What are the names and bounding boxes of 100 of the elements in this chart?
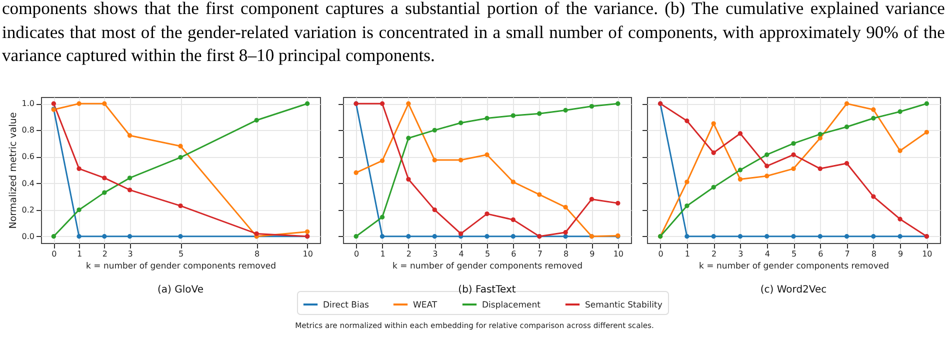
point [178, 155, 183, 160]
point [51, 101, 56, 106]
x-tick-label: 2 [406, 250, 412, 258]
x-tick-label: 5 [484, 250, 490, 258]
point [764, 152, 770, 158]
point [871, 194, 876, 199]
point [510, 180, 516, 184]
point [616, 200, 620, 206]
point [76, 234, 82, 239]
point [406, 176, 411, 182]
point [871, 116, 876, 121]
y-tick-label: 0.0 [22, 232, 34, 241]
y-tick-label: 0.8 [22, 126, 34, 135]
x-tick-label: 9 [590, 250, 595, 258]
point [406, 136, 411, 140]
point [563, 204, 568, 210]
point [924, 101, 930, 106]
point [871, 107, 876, 112]
point [844, 234, 850, 239]
point [764, 174, 770, 178]
point [589, 104, 594, 109]
point [102, 101, 107, 106]
point [178, 144, 183, 148]
point [484, 152, 490, 158]
x-tick-label: 8 [254, 250, 260, 258]
point [178, 203, 183, 208]
point [510, 217, 516, 222]
point [304, 101, 310, 106]
x-tick-label: 3 [738, 250, 744, 258]
legend-label: Direct Bias [323, 300, 370, 310]
point [432, 234, 437, 239]
x-tick-label: 0 [354, 250, 360, 258]
point [432, 158, 437, 162]
x-tick-label: 10 [302, 250, 313, 258]
x-tick-label: 5 [178, 250, 184, 258]
point [380, 158, 385, 164]
y-tick-label: 0.2 [22, 205, 34, 214]
point [791, 152, 796, 158]
point [304, 229, 310, 234]
x-tick-label: 8 [564, 250, 569, 258]
point [818, 132, 822, 137]
point [764, 164, 770, 168]
point [354, 170, 358, 175]
point [791, 141, 796, 146]
point [510, 113, 516, 118]
point [684, 180, 690, 184]
point [484, 116, 490, 121]
point [844, 101, 850, 106]
x-tick-label: 10 [922, 250, 932, 258]
point [537, 111, 542, 116]
point [898, 234, 902, 239]
y-axis-title: Normalized metric value [8, 112, 19, 229]
point [406, 101, 411, 106]
point [616, 101, 620, 106]
point [458, 231, 464, 236]
point [127, 188, 132, 192]
x-tick-label: 4 [764, 250, 770, 258]
point [458, 158, 464, 162]
point [178, 234, 183, 239]
point [458, 120, 464, 126]
y-tick-label: 1.0 [22, 99, 34, 108]
point [844, 124, 850, 130]
point [510, 234, 516, 239]
point [406, 234, 411, 239]
point [354, 234, 358, 239]
point [563, 234, 568, 239]
point [791, 234, 796, 239]
point [711, 234, 716, 239]
x-tick-label: 10 [613, 250, 624, 258]
point [684, 234, 690, 239]
legend-label: WEAT [413, 300, 438, 310]
point [563, 230, 568, 235]
point [254, 231, 259, 236]
point [818, 136, 822, 140]
text: (c) Word2Vec [760, 284, 827, 296]
point [898, 109, 902, 114]
point [871, 234, 876, 239]
point [537, 192, 542, 197]
text: components shows that the first component captures a substantial portion of the variance. (b) The cumulative explained variance indicates that most of the gender-related variation is concentrated in a small number of components, with approximately 90% of the variance captured within the first 8–10 principal components. [2, 0, 945, 67]
x-axis-title: k = number of gender components removed [699, 262, 889, 272]
point [711, 121, 716, 126]
point [432, 207, 437, 212]
x-axis-title: k = number of gender components removed [86, 262, 276, 272]
text: (a) GloVe [158, 284, 204, 296]
point [76, 207, 82, 212]
point [380, 214, 385, 220]
legend-label: Semantic Stability [585, 300, 662, 310]
point [898, 148, 902, 154]
x-axis-title: k = number of gender components removed [392, 262, 582, 272]
x-tick-label: 8 [871, 250, 876, 258]
point [127, 133, 132, 138]
x-tick-label: 7 [844, 250, 850, 258]
point [484, 234, 490, 239]
x-tick-label: 9 [898, 250, 904, 258]
y-tick-label: 0.6 [22, 152, 34, 162]
point [76, 101, 82, 106]
point [76, 166, 82, 172]
point [127, 234, 132, 239]
point [684, 203, 690, 208]
x-tick-label: 1 [380, 250, 386, 258]
